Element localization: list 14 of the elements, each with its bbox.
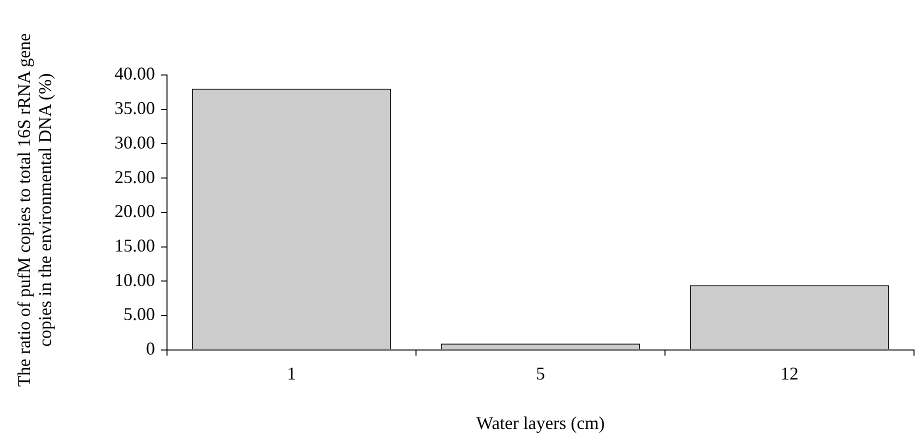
y-tick-label: 25.00 [114, 166, 155, 187]
x-tick-label: 1 [287, 363, 296, 384]
y-tick-label: 0 [146, 338, 155, 359]
y-tick-label: 10.00 [114, 270, 155, 290]
y-tick-label: 5.00 [124, 304, 155, 324]
x-tick-label: 12 [780, 363, 798, 384]
x-tick-label: 5 [536, 363, 545, 384]
y-tick-label: 15.00 [114, 235, 155, 256]
y-tick-label: 35.00 [114, 98, 155, 118]
y-axis-title: The ratio of pufM copies to total 16S rRNA gene copies in the environmental DNA (%) [14, 32, 56, 389]
y-tick-label: 30.00 [114, 132, 155, 152]
y-tick-label: 40.00 [114, 64, 155, 84]
y-tick-label: 20.00 [114, 201, 155, 222]
x-axis-title: Water layers (cm) [476, 412, 605, 433]
